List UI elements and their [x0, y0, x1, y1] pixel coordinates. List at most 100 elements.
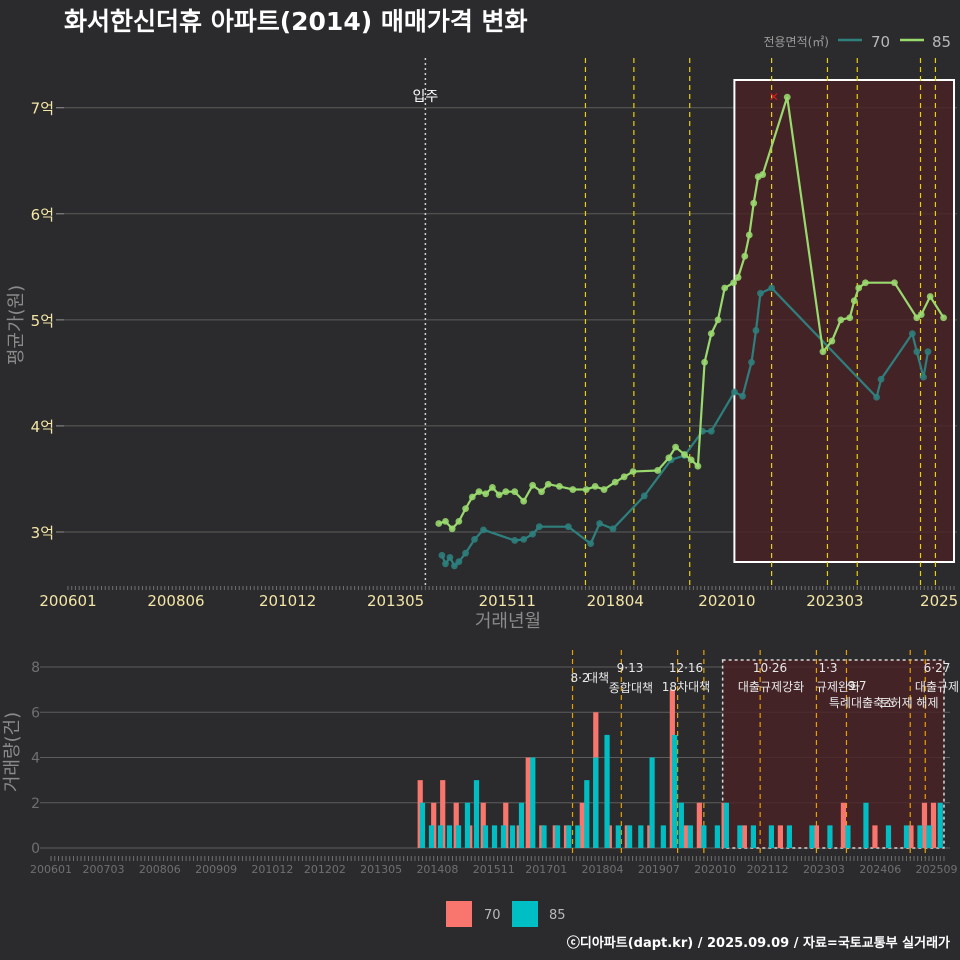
top-series [435, 93, 947, 570]
data-point-85 [721, 284, 729, 292]
data-point-85 [714, 316, 722, 324]
data-point-85 [730, 279, 738, 287]
event-label: 규제완화 [816, 680, 860, 694]
bar-85 [786, 825, 793, 848]
bar-85 [604, 734, 610, 848]
bar-85 [809, 825, 815, 848]
data-point-85 [850, 297, 858, 305]
chart-title: 화서한신더휴 아파트(2014) 매매가격 변화 [64, 7, 528, 36]
data-point-85 [665, 454, 673, 462]
bar-85 [575, 825, 581, 848]
bottom-event-lines [571, 650, 926, 858]
legend-title: 전용면적(㎡) [763, 35, 829, 49]
bar-70 [696, 802, 702, 848]
data-point-85 [556, 482, 563, 490]
data-point-70 [480, 526, 487, 534]
bar-85 [723, 802, 729, 848]
bottom-y-tick-label: 2 [31, 796, 40, 812]
bar-70 [579, 802, 585, 848]
data-point-70 [520, 535, 528, 543]
bar-70 [930, 802, 937, 848]
data-point-85 [750, 199, 758, 207]
data-point-70 [748, 358, 755, 366]
y-axis-title: 평균가(원) [6, 285, 27, 365]
data-point-85 [734, 274, 742, 281]
event-date: 9·7 [847, 679, 866, 693]
data-point-85 [442, 517, 449, 525]
data-point-85 [611, 478, 619, 486]
bottom-panel: 0 2 4 6 8 8·2대책 9·13 종합대책 12·16 18차대책 10·26 대출규제강화… [2, 650, 959, 876]
data-point-70 [768, 284, 776, 292]
bar-85 [626, 825, 633, 848]
top-y-tick-label: 6억 [31, 206, 54, 224]
legend: 전용면적(㎡) 70 85 [763, 33, 951, 51]
data-point-70 [471, 535, 478, 543]
bar-85 [885, 825, 892, 848]
data-point-85 [745, 231, 753, 239]
top-x-tick-label: 202303 [806, 592, 863, 610]
data-point-70 [529, 530, 537, 538]
event-label: 특례대출축소 [829, 696, 895, 710]
event-label: 대책 [587, 670, 609, 685]
top-minor-ticks [67, 586, 955, 590]
data-point-85 [891, 279, 898, 287]
bottom-x-tick-label: 200909 [195, 863, 237, 876]
bar-70 [921, 802, 928, 848]
data-point-85 [600, 486, 608, 493]
top-panel: 3억 4억 5억 6억 7억 입주 ✕ 200601 200806 201012 201305… [6, 58, 958, 632]
bottom-x-tick-label: 202112 [747, 863, 789, 876]
top-x-tick-label: 202010 [698, 592, 755, 610]
top-x-tick-label: 200806 [147, 592, 204, 610]
top-x-tick-label: 201804 [587, 592, 644, 610]
bar-85 [845, 825, 851, 848]
data-point-85 [819, 348, 827, 356]
top-y-tick-label: 5억 [31, 312, 54, 330]
event-label: 대출규제 [915, 680, 959, 694]
data-point-85 [681, 451, 688, 458]
top-x-tick-label: 201511 [479, 592, 536, 610]
data-point-85 [629, 468, 637, 475]
data-point-85 [701, 358, 708, 366]
bottom-x-tick-label: 201305 [360, 863, 402, 876]
data-point-85 [917, 311, 925, 318]
bottom-x-tick-label: 202010 [694, 863, 736, 876]
bar-70 [440, 780, 446, 848]
bottom-y-tick-labels: 0 2 4 6 8 [31, 660, 40, 857]
bar-70 [813, 825, 820, 848]
bottom-x-tick-label: 201701 [525, 863, 567, 876]
bar-85 [863, 802, 869, 848]
data-point-85 [940, 314, 947, 322]
bottom-legend-label-70: 70 [484, 908, 501, 923]
data-point-70 [739, 392, 746, 400]
bottom-legend-key-70 [446, 901, 472, 927]
bottom-x-tick-label: 200601 [30, 863, 72, 876]
data-point-70 [707, 427, 715, 435]
data-point-70 [877, 375, 885, 383]
top-x-tick-label: 2025 [920, 592, 958, 610]
bottom-y-tick-label: 0 [31, 841, 40, 857]
data-point-70 [564, 523, 572, 531]
event-date: 8·2 [570, 671, 589, 685]
data-point-70 [455, 558, 463, 566]
bar-70 [741, 825, 747, 848]
data-point-70 [924, 348, 932, 356]
move-in-label: 입주 [413, 89, 439, 105]
top-x-tick-label: 201012 [259, 592, 316, 610]
bar-85 [482, 825, 489, 848]
bar-85 [926, 825, 932, 848]
bar-85 [593, 757, 599, 848]
data-point-85 [862, 279, 869, 287]
bar-85 [917, 825, 923, 848]
event-label: 18차대책 [662, 679, 710, 694]
data-point-85 [672, 443, 679, 451]
bottom-x-tick-label: 201804 [582, 863, 624, 876]
bar-85 [584, 780, 590, 848]
data-point-85 [511, 488, 519, 496]
top-x-tick-labels: 200601 200806 201012 201305 201511 201804 2020… [39, 592, 958, 610]
bar-85 [660, 825, 666, 848]
event-labels: 8·2대책 9·13 종합대책 12·16 18차대책 10·26 대출규제강화 1·3 규제완… [570, 661, 959, 710]
bar-85 [509, 825, 516, 848]
bottom-x-tick-label: 201012 [251, 863, 293, 876]
data-point-70 [913, 348, 921, 356]
bar-70 [683, 825, 689, 848]
